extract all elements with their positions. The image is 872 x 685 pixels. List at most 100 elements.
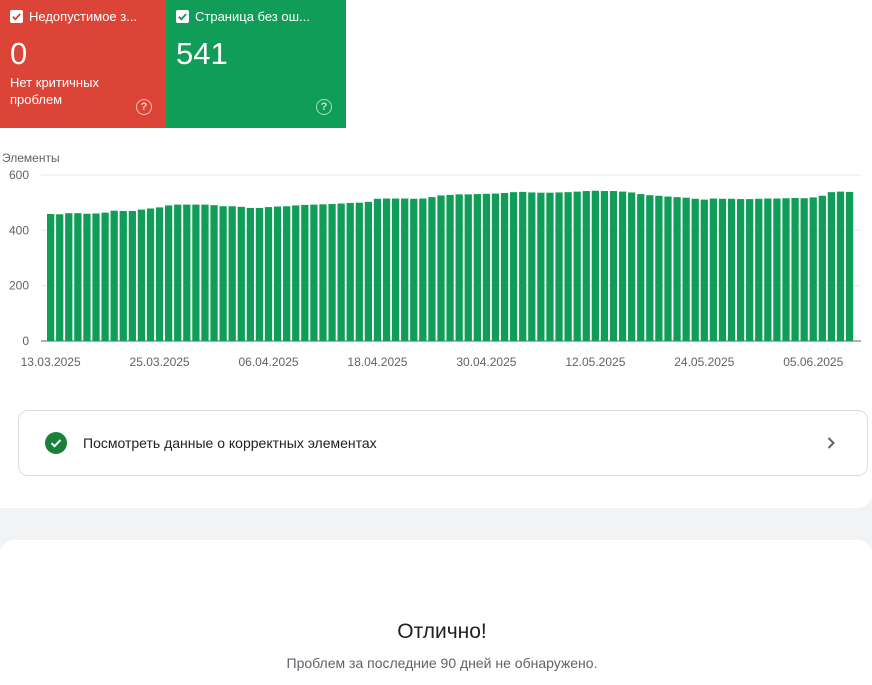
chart-bar[interactable] — [337, 203, 345, 342]
chart-bar[interactable] — [755, 198, 763, 341]
chart-bar[interactable] — [310, 204, 318, 341]
chart-bar[interactable] — [637, 194, 645, 341]
chart-bar[interactable] — [455, 194, 463, 341]
chart-bar[interactable] — [609, 191, 618, 341]
chart-bar[interactable] — [101, 212, 109, 341]
chart-bar[interactable] — [410, 198, 418, 341]
chart-bar[interactable] — [773, 198, 781, 341]
chart-bar[interactable] — [210, 205, 218, 341]
chart-bar[interactable] — [192, 204, 200, 341]
chart-bar[interactable] — [391, 198, 400, 341]
chart-bar[interactable] — [809, 197, 817, 341]
chart-bar[interactable] — [65, 213, 73, 341]
chart-bar[interactable] — [800, 198, 808, 341]
chart-bar[interactable] — [155, 207, 164, 341]
chart-bar[interactable] — [355, 202, 363, 341]
chart-bar[interactable] — [328, 204, 336, 341]
chart-bar[interactable] — [573, 191, 581, 341]
chart-bar[interactable] — [709, 198, 717, 341]
x-tick-label: 12.05.2025 — [565, 355, 625, 369]
chart-bar[interactable] — [673, 197, 681, 341]
errors-card[interactable]: Недопустимое з... 0 Нет критичных пробле… — [0, 0, 166, 128]
checkbox-checked-icon[interactable] — [176, 9, 189, 23]
chart-bar[interactable] — [791, 197, 799, 341]
chart-bar[interactable] — [746, 199, 754, 341]
chart-bar[interactable] — [600, 191, 609, 341]
chart-bar[interactable] — [283, 206, 291, 341]
chart-bar[interactable] — [292, 205, 300, 341]
chart-bar[interactable] — [201, 204, 209, 341]
chart-bar[interactable] — [246, 207, 254, 341]
chart-bar[interactable] — [727, 198, 736, 341]
chart-bar[interactable] — [183, 204, 191, 341]
chart-bar[interactable] — [428, 197, 436, 341]
chart-bar[interactable] — [682, 197, 690, 341]
valid-card[interactable]: Страница без ош... 541 ? — [166, 0, 346, 128]
chart-bar[interactable] — [664, 196, 672, 341]
checkbox-checked-icon[interactable] — [10, 9, 23, 23]
chart-bar[interactable] — [237, 206, 245, 341]
chart-bar[interactable] — [119, 210, 127, 341]
chart-bar[interactable] — [437, 195, 445, 341]
chart-bar[interactable] — [219, 206, 227, 341]
chart-bar[interactable] — [83, 213, 91, 341]
chart-bar[interactable] — [591, 190, 599, 341]
chart-bar[interactable] — [555, 192, 563, 341]
chart-bar[interactable] — [364, 201, 373, 341]
chart-bar[interactable] — [174, 204, 182, 341]
chart-bar[interactable] — [519, 191, 527, 341]
chart-bar[interactable] — [655, 195, 663, 341]
chart-bar[interactable] — [618, 191, 627, 341]
chart-bar[interactable] — [564, 192, 572, 341]
chart-bar[interactable] — [646, 195, 654, 341]
help-circle-icon[interactable]: ? — [136, 99, 152, 115]
chart-bar[interactable] — [165, 205, 173, 341]
chart-bar[interactable] — [74, 213, 82, 341]
chart-bar[interactable] — [382, 198, 391, 341]
chart-bar[interactable] — [110, 210, 118, 341]
chevron-right-icon[interactable] — [821, 433, 841, 453]
chart-bar[interactable] — [346, 202, 354, 341]
chart-bar[interactable] — [736, 199, 745, 341]
chart-bar[interactable] — [718, 198, 727, 341]
chart-bar[interactable] — [491, 193, 500, 341]
chart-bar[interactable] — [510, 192, 518, 341]
chart-bar[interactable] — [137, 209, 146, 341]
chart-bar[interactable] — [818, 195, 826, 341]
view-valid-items-row[interactable]: Посмотреть данные о корректных элементах — [18, 410, 868, 476]
chart-bar[interactable] — [473, 194, 481, 341]
chart-bar[interactable] — [528, 192, 536, 341]
chart-bar[interactable] — [700, 199, 708, 341]
chart-bar[interactable] — [446, 194, 454, 341]
chart-bar[interactable] — [401, 198, 409, 341]
chart-bar[interactable] — [482, 193, 491, 341]
chart-bar[interactable] — [128, 210, 136, 341]
chart-bar[interactable] — [92, 213, 100, 341]
chart-bar[interactable] — [836, 191, 845, 341]
chart-bar[interactable] — [764, 198, 772, 341]
chart-bar[interactable] — [264, 207, 273, 341]
chart-bar[interactable] — [464, 194, 472, 341]
chart-bar[interactable] — [582, 191, 590, 341]
help-circle-icon[interactable]: ? — [316, 99, 332, 115]
chart-bar[interactable] — [628, 192, 636, 341]
chart-bar[interactable] — [537, 192, 545, 341]
chart-bar[interactable] — [373, 198, 382, 341]
chart-bar[interactable] — [319, 204, 327, 341]
chart-bar[interactable] — [845, 191, 854, 341]
items-bar-chart[interactable]: Элементы 0 200 400 600 13.03.2025 25.03.2025 06… — [0, 148, 872, 378]
chart-bar[interactable] — [419, 198, 427, 341]
chart-bar[interactable] — [301, 204, 309, 341]
chart-bar[interactable] — [827, 192, 836, 341]
chart-bar[interactable] — [146, 208, 155, 341]
chart-bar[interactable] — [782, 198, 790, 341]
chart-bar[interactable] — [47, 214, 55, 341]
chart-bar[interactable] — [255, 207, 264, 341]
chart-bar[interactable] — [546, 192, 554, 341]
chart-bar[interactable] — [500, 192, 509, 341]
chart-bar[interactable] — [56, 214, 64, 341]
chart-bar[interactable] — [228, 206, 236, 341]
chart-bar[interactable] — [273, 206, 282, 341]
chart-bar[interactable] — [691, 198, 699, 341]
x-tick-label: 24.05.2025 — [674, 355, 734, 369]
